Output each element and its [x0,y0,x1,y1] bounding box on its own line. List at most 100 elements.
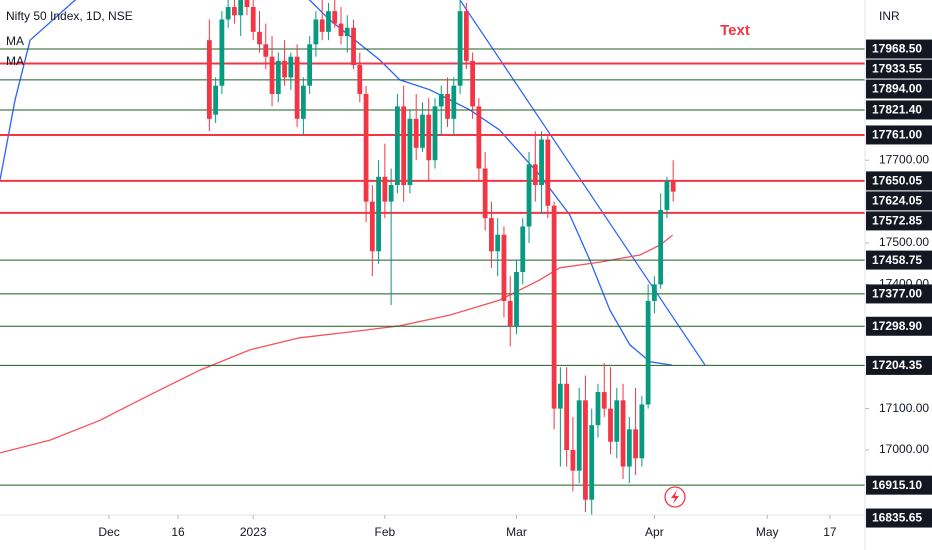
candle-body [651,284,657,301]
candle-body [232,7,237,16]
candle-body [244,0,250,8]
legend-entry: MA [6,54,24,68]
x-tick-label: Apr [645,525,664,539]
candle-body [501,234,507,301]
candle-body [545,139,551,206]
price-label-box [866,125,932,145]
price-label: 17968.50 [872,42,922,56]
candle-body [551,205,557,409]
candle-body [420,114,425,148]
candle-body [388,185,394,202]
price-label: 17572.85 [872,214,922,228]
candle-body [369,201,375,252]
y-tick-label: 17000.00 [879,442,929,456]
candle-body [426,114,432,161]
candle-body [288,56,294,78]
candle-body [363,93,369,202]
chart-title: Nifty 50 Index, 1D, NSE [6,9,133,23]
price-label-box [866,171,932,191]
price-label: 17458.75 [872,253,922,267]
price-label: 17624.05 [872,194,922,208]
candle-body [658,209,664,285]
candle-body [476,106,482,169]
price-label-box [866,475,932,495]
price-label: 17761.00 [872,128,922,142]
candle-body [344,27,350,37]
candle-body [319,19,325,32]
candle-body [376,176,381,252]
y-tick-label: 17500.00 [879,235,929,249]
candle-body [489,218,494,252]
candle-body [570,450,576,471]
x-tick-label: Mar [506,525,527,539]
legend-entry: MA [6,34,24,48]
price-axis: 17700.0017500.0017400.0017100.0017000.00… [865,39,932,528]
event-icon [664,486,686,508]
candle-body [576,400,582,471]
candle-body [445,93,450,119]
candle-body [526,164,532,227]
x-tick-label: 2023 [240,525,267,539]
candle-body [313,19,319,45]
price-label-box [866,191,932,211]
candle-body [282,60,287,78]
candle-body [470,60,476,107]
candle-body [463,11,469,61]
candle-body [482,168,488,219]
candle-body [438,93,444,107]
x-tick-label: Dec [98,525,119,539]
candle-body [407,118,413,186]
candle-body [626,429,632,467]
trend-line [459,0,706,366]
x-tick-label: 17 [823,525,837,539]
price-label: 17298.90 [872,319,922,333]
price-label: 17894.00 [872,82,922,96]
candle-body [633,429,638,459]
candle-body [457,11,463,86]
price-label: 16915.10 [872,478,922,492]
candle-body [589,425,595,500]
y-tick-label: 17700.00 [879,152,929,166]
candle-body [332,11,338,24]
candle-body [269,56,275,94]
candle-body [583,400,588,500]
price-label: 17933.55 [872,62,922,76]
candle-body [238,0,244,16]
plot-area [0,0,865,515]
price-label: 17650.05 [872,174,922,188]
x-tick-label: Feb [375,525,396,539]
candle-body [257,31,262,45]
candle-body [451,85,457,119]
y-tick-label: 17100.00 [879,401,929,415]
candle-body [495,234,501,252]
candle-body [413,118,419,148]
candle-body [532,164,538,186]
candle-body [357,64,363,94]
candle-body [225,7,231,20]
candle-body [338,23,344,37]
candle-body [608,408,613,442]
candle-body [564,383,570,451]
annotation: Text [720,22,750,39]
candle-body [670,180,676,192]
candle-body [639,404,645,459]
candle-body [382,176,388,202]
candle-body [394,106,400,186]
candle-body [514,271,519,326]
candle-body [557,383,563,409]
candle-body [307,44,313,86]
x-tick-label: May [756,525,779,539]
candle-body [601,392,607,409]
price-label-box [866,284,932,304]
candle-body [219,19,225,86]
price-label: 17204.35 [872,358,922,372]
candle-body [326,11,331,32]
candle-body [300,85,306,119]
candle-body [263,44,269,57]
candle-body [275,60,281,94]
candle-body [250,7,256,32]
price-label-box [866,100,932,120]
candle-body [595,392,601,426]
price-label-box [866,79,932,99]
